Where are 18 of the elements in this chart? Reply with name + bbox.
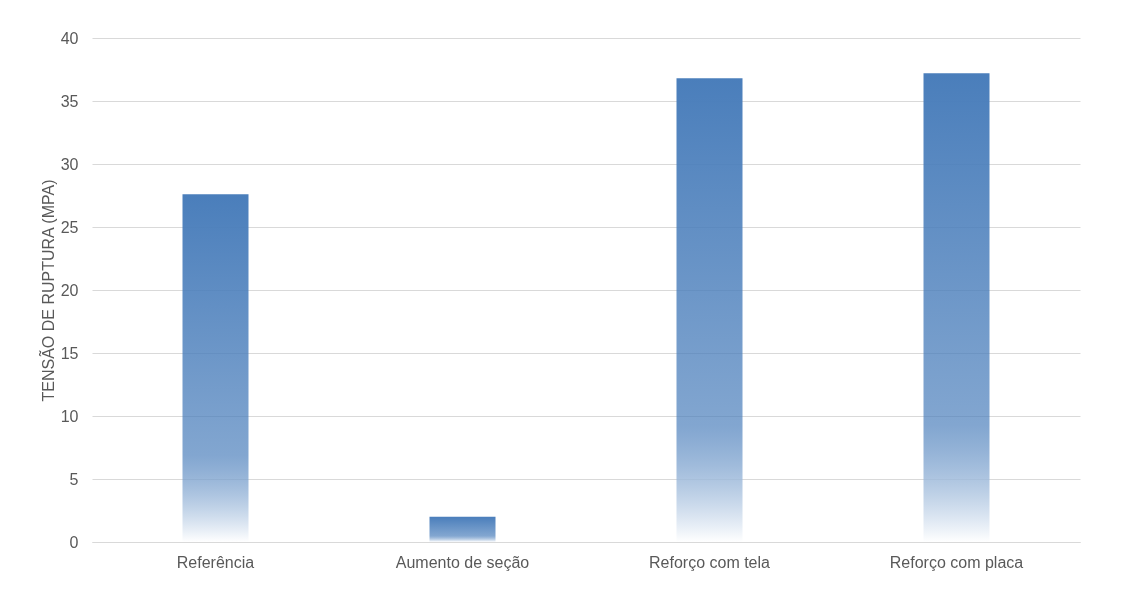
- y-tick-label: 15: [60, 344, 79, 362]
- bar: [182, 194, 249, 542]
- bar: [923, 73, 990, 542]
- y-axis-title: TENSÃO DE RUPTURA (MPA): [37, 179, 57, 402]
- x-tick-label: Reforço com placa: [889, 553, 1024, 571]
- bar: [676, 78, 743, 542]
- y-tick-label: 25: [60, 218, 79, 236]
- x-tick-label: Referência: [176, 553, 255, 571]
- y-tick-label: 40: [60, 29, 79, 47]
- x-tick-label: Reforço com tela: [649, 553, 771, 571]
- y-tick-label: 35: [60, 92, 79, 110]
- y-tick-label: 0: [69, 533, 79, 551]
- y-tick-label: 10: [60, 407, 79, 425]
- x-tick-label: Aumento de seção: [395, 553, 530, 571]
- y-tick-label: 30: [60, 155, 79, 173]
- bar: [429, 516, 496, 542]
- y-tick-label: 5: [69, 470, 79, 488]
- y-tick-label: 20: [60, 281, 79, 299]
